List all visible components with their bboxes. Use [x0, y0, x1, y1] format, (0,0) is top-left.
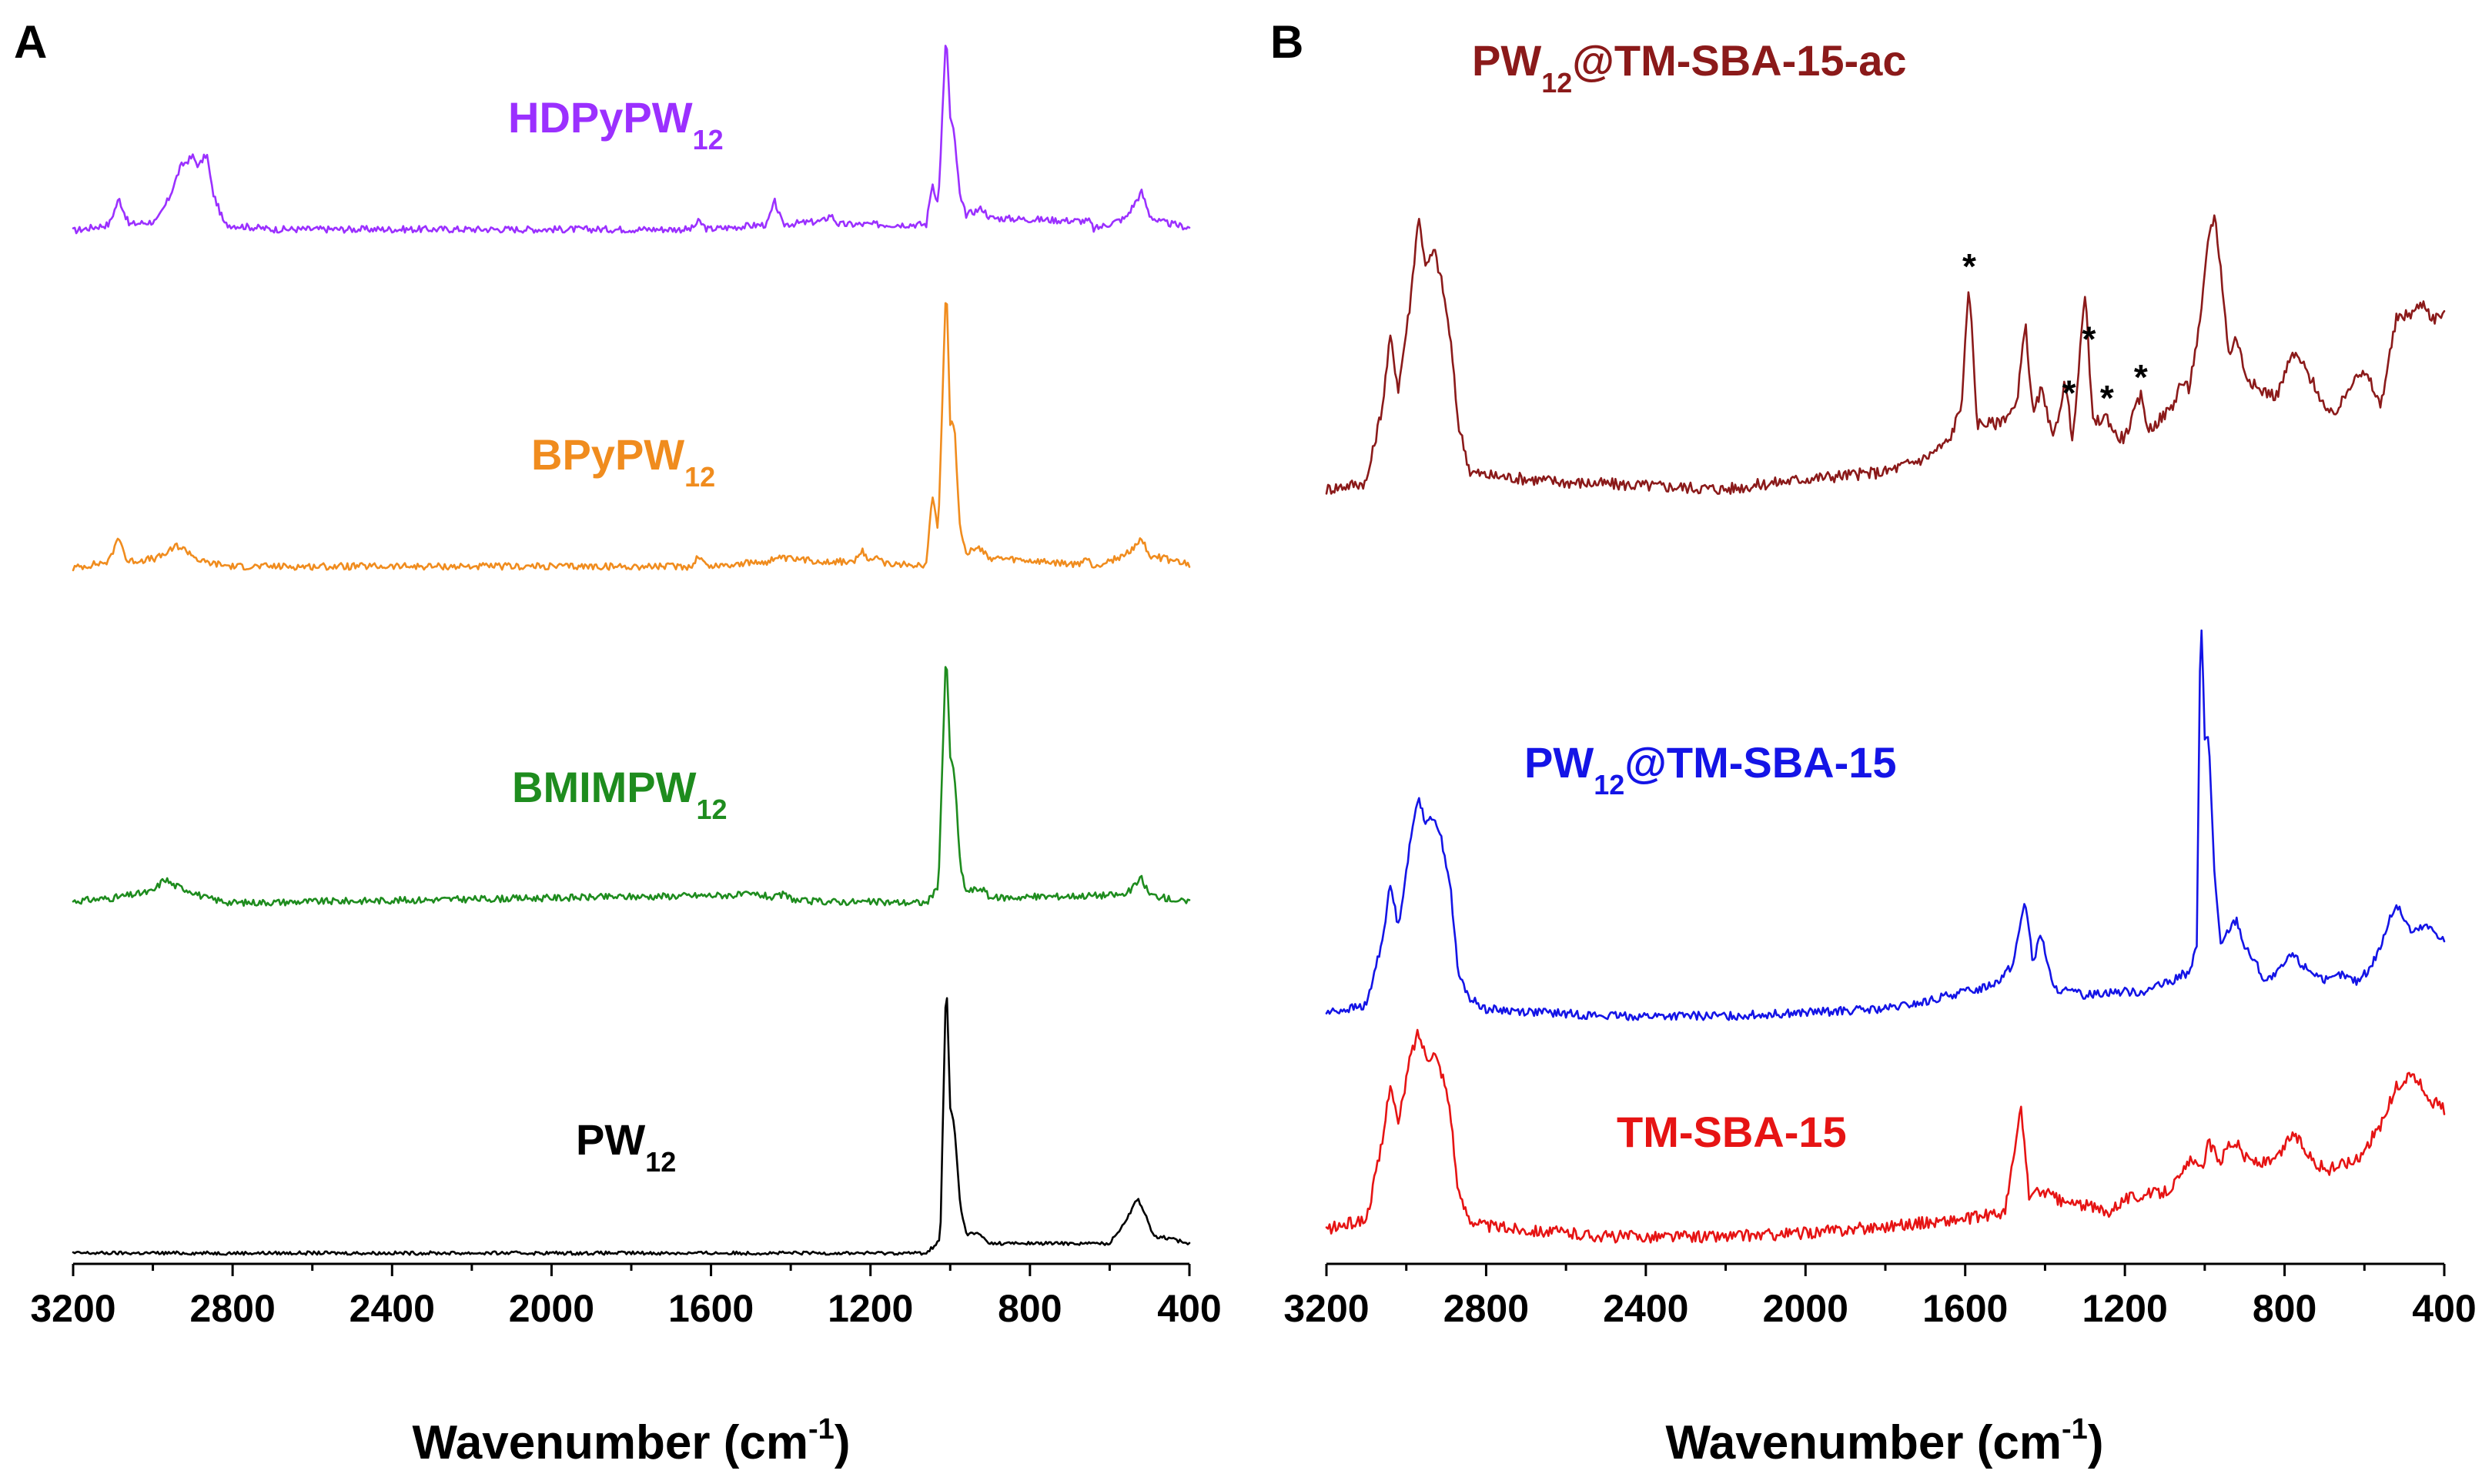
panel-b-annotations: ***** [1962, 246, 2148, 418]
panel-b-tick-label-2800: 2800 [1443, 1287, 1529, 1330]
panel-b-x-ticks: 3200 2800 2400 2000 1600 1200 800 400 [1283, 1264, 2477, 1330]
panel-a-tick-label-2800: 2800 [190, 1287, 276, 1330]
panel-b-tick-label-2400: 2400 [1603, 1287, 1688, 1330]
series-label-pw12: PW12 [576, 1115, 676, 1178]
panel-a-tick-label-2000: 2000 [509, 1287, 594, 1330]
panel-a-x-axis-title: Wavenumber (cm-1) [413, 1413, 851, 1469]
panel-b-tick-label-1600: 1600 [1922, 1287, 2008, 1330]
series-label-hdpypw12: HDPyPW12 [508, 93, 724, 155]
panel-a-letter: A [14, 16, 47, 68]
panel-b-tick-label-2000: 2000 [1763, 1287, 1848, 1330]
panel-a-tick-label-3200: 3200 [30, 1287, 115, 1330]
panel-b-tick-label-800: 800 [2253, 1287, 2316, 1330]
annotation-asterisk: * [2062, 373, 2076, 413]
series-label-pw12-tm-sba-15-ac: PW12@TM-SBA-15-ac [1472, 36, 1906, 99]
series-label-tm-sba-15: TM-SBA-15 [1617, 1108, 1847, 1156]
trace-hdpypw12 [72, 45, 1191, 235]
annotation-asterisk: * [2082, 319, 2096, 359]
series-label-bpypw12: BPyPW12 [531, 430, 715, 493]
annotation-asterisk: * [2100, 378, 2114, 418]
trace-pw12 [72, 997, 1191, 1256]
panel-b-x-axis-title: Wavenumber (cm-1) [1666, 1413, 2104, 1469]
panel-a: A HDPyPW12 BPyPW12 BMIMPW12 PW12 3200 280… [14, 16, 1222, 1469]
panel-a-x-ticks: 3200 2800 2400 2000 1600 1200 800 400 [30, 1264, 1222, 1330]
series-label-pw12-tm-sba-15: PW12@TM-SBA-15 [1524, 738, 1897, 800]
panel-a-tick-label-1600: 1600 [668, 1287, 754, 1330]
panel-a-tick-label-400: 400 [1157, 1287, 1221, 1330]
trace-tm-sba-15 [1325, 1028, 2446, 1244]
trace-bmimpw12 [72, 666, 1191, 907]
trace-pw12-tm-sba-15 [1325, 629, 2446, 1021]
panel-a-tick-label-800: 800 [998, 1287, 1062, 1330]
trace-pw12-tm-sba-15-ac [1325, 214, 2446, 495]
panel-b-tick-label-3200: 3200 [1283, 1287, 1369, 1330]
panel-b-letter: B [1270, 16, 1303, 68]
series-label-bmimpw12: BMIMPW12 [512, 763, 728, 825]
panel-a-tick-label-2400: 2400 [350, 1287, 435, 1330]
annotation-asterisk: * [1962, 246, 1976, 286]
panel-b-tick-label-1200: 1200 [2082, 1287, 2168, 1330]
panel-a-tick-label-1200: 1200 [828, 1287, 913, 1330]
panel-b-tick-label-400: 400 [2412, 1287, 2476, 1330]
annotation-asterisk: * [2134, 357, 2148, 397]
panel-b: B PW12@TM-SBA-15-ac PW12@TM-SBA-15 TM-SB… [1270, 16, 2477, 1469]
trace-bpypw12 [72, 302, 1191, 572]
